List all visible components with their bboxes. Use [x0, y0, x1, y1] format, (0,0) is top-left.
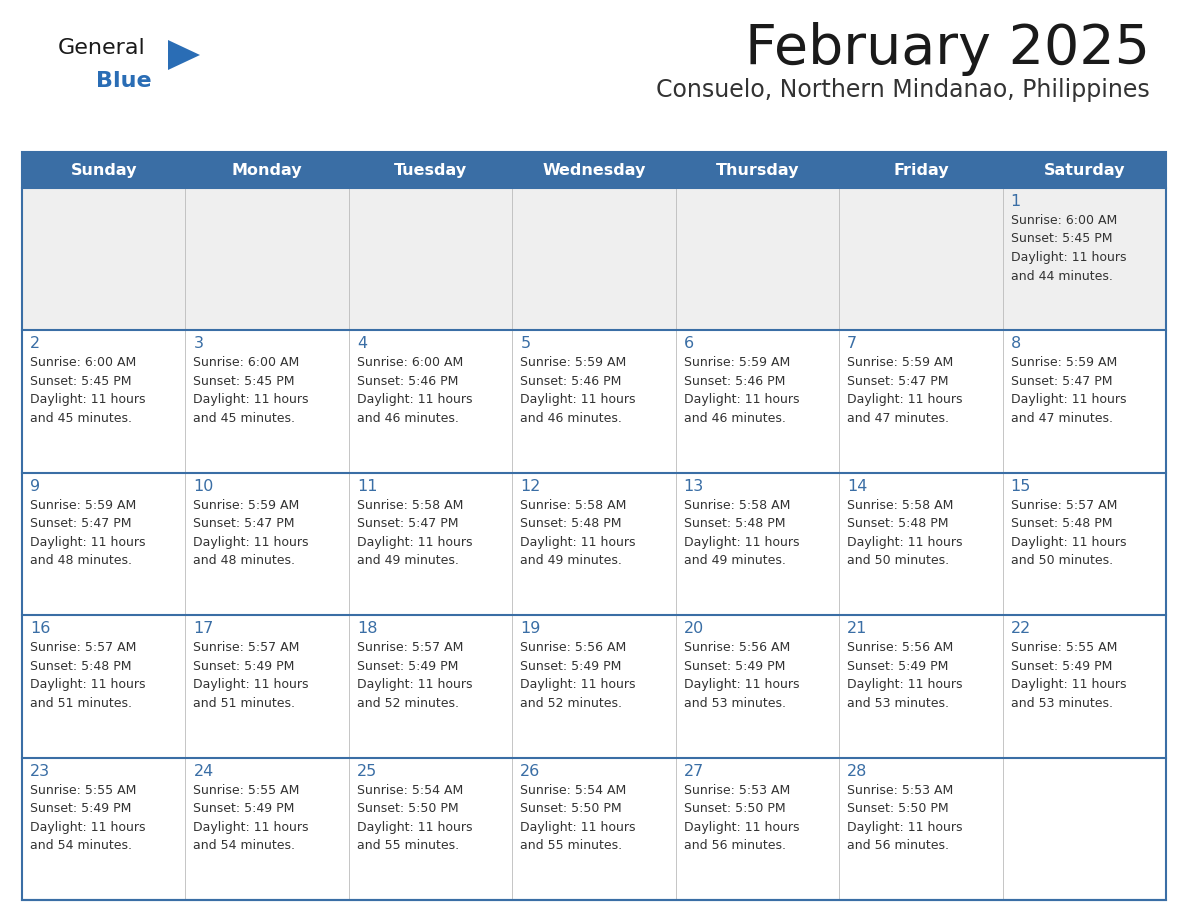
Text: 21: 21: [847, 621, 867, 636]
Text: Sunrise: 5:59 AM
Sunset: 5:47 PM
Daylight: 11 hours
and 48 minutes.: Sunrise: 5:59 AM Sunset: 5:47 PM Dayligh…: [30, 498, 145, 567]
Text: Sunrise: 5:57 AM
Sunset: 5:49 PM
Daylight: 11 hours
and 52 minutes.: Sunrise: 5:57 AM Sunset: 5:49 PM Dayligh…: [356, 641, 473, 710]
Text: Sunrise: 5:58 AM
Sunset: 5:48 PM
Daylight: 11 hours
and 50 minutes.: Sunrise: 5:58 AM Sunset: 5:48 PM Dayligh…: [847, 498, 962, 567]
Text: Wednesday: Wednesday: [542, 162, 646, 177]
Text: 18: 18: [356, 621, 378, 636]
Text: Sunrise: 5:59 AM
Sunset: 5:46 PM
Daylight: 11 hours
and 46 minutes.: Sunrise: 5:59 AM Sunset: 5:46 PM Dayligh…: [684, 356, 800, 425]
Text: February 2025: February 2025: [745, 22, 1150, 76]
Text: Thursday: Thursday: [715, 162, 800, 177]
Text: 26: 26: [520, 764, 541, 778]
Text: Sunrise: 5:55 AM
Sunset: 5:49 PM
Daylight: 11 hours
and 54 minutes.: Sunrise: 5:55 AM Sunset: 5:49 PM Dayligh…: [194, 784, 309, 852]
Text: General: General: [58, 38, 146, 58]
Text: 27: 27: [684, 764, 704, 778]
Text: Sunrise: 6:00 AM
Sunset: 5:46 PM
Daylight: 11 hours
and 46 minutes.: Sunrise: 6:00 AM Sunset: 5:46 PM Dayligh…: [356, 356, 473, 425]
Text: 10: 10: [194, 479, 214, 494]
Text: 17: 17: [194, 621, 214, 636]
Text: Sunrise: 5:56 AM
Sunset: 5:49 PM
Daylight: 11 hours
and 53 minutes.: Sunrise: 5:56 AM Sunset: 5:49 PM Dayligh…: [847, 641, 962, 710]
Text: 23: 23: [30, 764, 50, 778]
Text: 14: 14: [847, 479, 867, 494]
Text: 5: 5: [520, 336, 530, 352]
Text: Sunrise: 5:58 AM
Sunset: 5:48 PM
Daylight: 11 hours
and 49 minutes.: Sunrise: 5:58 AM Sunset: 5:48 PM Dayligh…: [684, 498, 800, 567]
Text: Sunrise: 6:00 AM
Sunset: 5:45 PM
Daylight: 11 hours
and 45 minutes.: Sunrise: 6:00 AM Sunset: 5:45 PM Dayligh…: [30, 356, 145, 425]
Text: 19: 19: [520, 621, 541, 636]
Text: 13: 13: [684, 479, 704, 494]
Text: Sunrise: 5:54 AM
Sunset: 5:50 PM
Daylight: 11 hours
and 55 minutes.: Sunrise: 5:54 AM Sunset: 5:50 PM Dayligh…: [520, 784, 636, 852]
Text: Sunrise: 5:57 AM
Sunset: 5:48 PM
Daylight: 11 hours
and 50 minutes.: Sunrise: 5:57 AM Sunset: 5:48 PM Dayligh…: [1011, 498, 1126, 567]
Text: Monday: Monday: [232, 162, 303, 177]
Text: Sunrise: 5:56 AM
Sunset: 5:49 PM
Daylight: 11 hours
and 52 minutes.: Sunrise: 5:56 AM Sunset: 5:49 PM Dayligh…: [520, 641, 636, 710]
Text: 11: 11: [356, 479, 378, 494]
Text: 2: 2: [30, 336, 40, 352]
Text: 9: 9: [30, 479, 40, 494]
Bar: [23, 615, 1165, 757]
Text: Sunrise: 6:00 AM
Sunset: 5:45 PM
Daylight: 11 hours
and 44 minutes.: Sunrise: 6:00 AM Sunset: 5:45 PM Dayligh…: [1011, 214, 1126, 283]
Text: Consuelo, Northern Mindanao, Philippines: Consuelo, Northern Mindanao, Philippines: [656, 78, 1150, 102]
Text: Sunrise: 5:55 AM
Sunset: 5:49 PM
Daylight: 11 hours
and 54 minutes.: Sunrise: 5:55 AM Sunset: 5:49 PM Dayligh…: [30, 784, 145, 852]
Text: Sunday: Sunday: [70, 162, 137, 177]
Text: Friday: Friday: [893, 162, 949, 177]
Text: 22: 22: [1011, 621, 1031, 636]
Text: Sunrise: 5:57 AM
Sunset: 5:48 PM
Daylight: 11 hours
and 51 minutes.: Sunrise: 5:57 AM Sunset: 5:48 PM Dayligh…: [30, 641, 145, 710]
Text: 1: 1: [1011, 194, 1020, 209]
Text: Sunrise: 6:00 AM
Sunset: 5:45 PM
Daylight: 11 hours
and 45 minutes.: Sunrise: 6:00 AM Sunset: 5:45 PM Dayligh…: [194, 356, 309, 425]
Text: Tuesday: Tuesday: [394, 162, 467, 177]
Bar: [23, 330, 1165, 473]
Text: Sunrise: 5:58 AM
Sunset: 5:48 PM
Daylight: 11 hours
and 49 minutes.: Sunrise: 5:58 AM Sunset: 5:48 PM Dayligh…: [520, 498, 636, 567]
Text: Sunrise: 5:59 AM
Sunset: 5:47 PM
Daylight: 11 hours
and 47 minutes.: Sunrise: 5:59 AM Sunset: 5:47 PM Dayligh…: [1011, 356, 1126, 425]
Text: Blue: Blue: [96, 71, 152, 91]
Text: 8: 8: [1011, 336, 1020, 352]
Text: 7: 7: [847, 336, 858, 352]
Text: 16: 16: [30, 621, 50, 636]
Bar: [23, 152, 1165, 900]
Text: Sunrise: 5:59 AM
Sunset: 5:46 PM
Daylight: 11 hours
and 46 minutes.: Sunrise: 5:59 AM Sunset: 5:46 PM Dayligh…: [520, 356, 636, 425]
Polygon shape: [168, 40, 200, 70]
Text: 3: 3: [194, 336, 203, 352]
Text: Sunrise: 5:53 AM
Sunset: 5:50 PM
Daylight: 11 hours
and 56 minutes.: Sunrise: 5:53 AM Sunset: 5:50 PM Dayligh…: [847, 784, 962, 852]
Bar: [23, 757, 1165, 900]
Text: 12: 12: [520, 479, 541, 494]
Text: 20: 20: [684, 621, 704, 636]
Text: 6: 6: [684, 336, 694, 352]
Bar: [23, 473, 1165, 615]
Text: Sunrise: 5:56 AM
Sunset: 5:49 PM
Daylight: 11 hours
and 53 minutes.: Sunrise: 5:56 AM Sunset: 5:49 PM Dayligh…: [684, 641, 800, 710]
Bar: [23, 152, 1165, 188]
Text: 4: 4: [356, 336, 367, 352]
Text: Sunrise: 5:59 AM
Sunset: 5:47 PM
Daylight: 11 hours
and 47 minutes.: Sunrise: 5:59 AM Sunset: 5:47 PM Dayligh…: [847, 356, 962, 425]
Bar: [23, 188, 1165, 330]
Text: 24: 24: [194, 764, 214, 778]
Text: 28: 28: [847, 764, 867, 778]
Text: Sunrise: 5:55 AM
Sunset: 5:49 PM
Daylight: 11 hours
and 53 minutes.: Sunrise: 5:55 AM Sunset: 5:49 PM Dayligh…: [1011, 641, 1126, 710]
Text: Sunrise: 5:58 AM
Sunset: 5:47 PM
Daylight: 11 hours
and 49 minutes.: Sunrise: 5:58 AM Sunset: 5:47 PM Dayligh…: [356, 498, 473, 567]
Text: Sunrise: 5:54 AM
Sunset: 5:50 PM
Daylight: 11 hours
and 55 minutes.: Sunrise: 5:54 AM Sunset: 5:50 PM Dayligh…: [356, 784, 473, 852]
Text: Sunrise: 5:57 AM
Sunset: 5:49 PM
Daylight: 11 hours
and 51 minutes.: Sunrise: 5:57 AM Sunset: 5:49 PM Dayligh…: [194, 641, 309, 710]
Text: 15: 15: [1011, 479, 1031, 494]
Text: Sunrise: 5:53 AM
Sunset: 5:50 PM
Daylight: 11 hours
and 56 minutes.: Sunrise: 5:53 AM Sunset: 5:50 PM Dayligh…: [684, 784, 800, 852]
Text: 25: 25: [356, 764, 377, 778]
Text: Saturday: Saturday: [1043, 162, 1125, 177]
Text: Sunrise: 5:59 AM
Sunset: 5:47 PM
Daylight: 11 hours
and 48 minutes.: Sunrise: 5:59 AM Sunset: 5:47 PM Dayligh…: [194, 498, 309, 567]
